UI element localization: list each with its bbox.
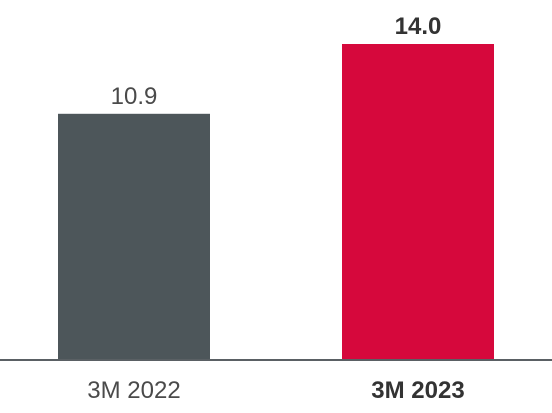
value-labels-group: 10.9 14.0 xyxy=(111,13,442,110)
value-label-3m-2022: 10.9 xyxy=(111,83,158,110)
bar-3m-2022 xyxy=(58,113,210,360)
bars-group xyxy=(58,44,494,360)
x-tick-labels-group: 3M 2022 3M 2023 xyxy=(87,377,464,404)
value-label-3m-2023: 14.0 xyxy=(395,13,442,40)
x-tick-label-3m-2023: 3M 2023 xyxy=(371,377,464,404)
bar-3m-2023 xyxy=(342,44,494,359)
x-tick-label-3m-2022: 3M 2022 xyxy=(87,377,180,404)
